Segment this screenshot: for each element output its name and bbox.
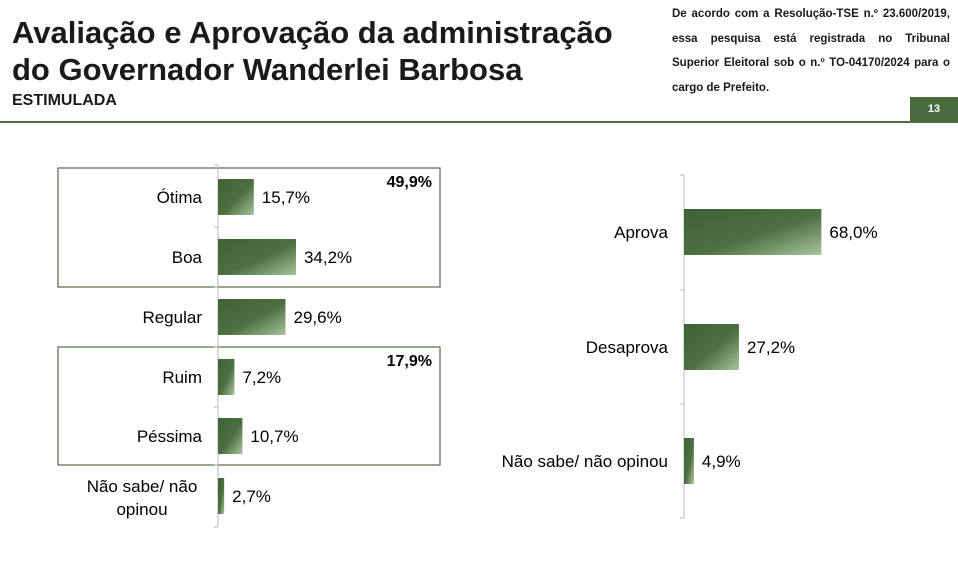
evaluation-bar-regular <box>218 299 286 335</box>
evaluation-category-label-regular: Regular <box>142 308 202 327</box>
evaluation-category-label-otima: Ótima <box>157 188 203 207</box>
approval-chart: 68,0% Aprova 27,2% Desaprova 4,9% Não sabe/ n… <box>502 174 878 519</box>
group-total-label-2: 17,9% <box>387 353 432 370</box>
approval-value-label-aprova: 68,0% <box>829 223 877 242</box>
evaluation-value-label-otima: 15,7% <box>262 188 310 207</box>
evaluation-category-label-boa: Boa <box>172 248 203 267</box>
evaluation-bar-boa <box>218 239 296 275</box>
legal-note: De acordo com a Resolução-TSE n.º 23.600… <box>672 8 950 94</box>
evaluation-bar-otima <box>218 179 254 215</box>
approval-category-label-nao-sabe-nao-opinou: Não sabe/ não opinou <box>502 452 668 471</box>
evaluation-category-label-nao-sabe-nao-opinou: Não sabe/ não opinou <box>87 477 198 519</box>
evaluation-value-label-nao-sabe-nao-opinou: 2,7% <box>232 487 271 506</box>
evaluation-bar-nao-sabe-nao-opinou <box>218 478 225 514</box>
header-divider <box>0 121 958 123</box>
evaluation-value-label-ruim: 7,2% <box>242 368 281 387</box>
page-subtitle: ESTIMULADA <box>12 92 117 109</box>
approval-bar-desaprova <box>684 324 739 370</box>
group-total-label-1: 49,9% <box>387 174 432 191</box>
approval-bar-aprova <box>684 209 822 255</box>
evaluation-value-label-boa: 34,2% <box>304 248 352 267</box>
evaluation-bar-pessima <box>218 418 243 454</box>
page-title: Avaliação e Aprovação da administração d… <box>12 15 613 87</box>
evaluation-category-label-ruim: Ruim <box>162 368 202 387</box>
approval-value-label-desaprova: 27,2% <box>747 338 795 357</box>
approval-category-label-aprova: Aprova <box>614 223 668 242</box>
evaluation-bar-ruim <box>218 359 235 395</box>
approval-category-label-desaprova: Desaprova <box>586 338 669 357</box>
evaluation-value-label-regular: 29,6% <box>293 308 341 327</box>
evaluation-value-label-pessima: 10,7% <box>250 427 298 446</box>
group-box-1 <box>57 167 441 288</box>
group-box-2 <box>57 346 441 466</box>
evaluation-chart: 49,9% 17,9% 15,7% Ótima 34,2% Boa 29,6% Regular… <box>57 164 441 528</box>
approval-value-label-nao-sabe-nao-opinou: 4,9% <box>702 452 741 471</box>
evaluation-category-label-pessima: Péssima <box>137 427 203 446</box>
page-number: 13 <box>910 97 958 121</box>
approval-bar-nao-sabe-nao-opinou <box>684 438 694 484</box>
